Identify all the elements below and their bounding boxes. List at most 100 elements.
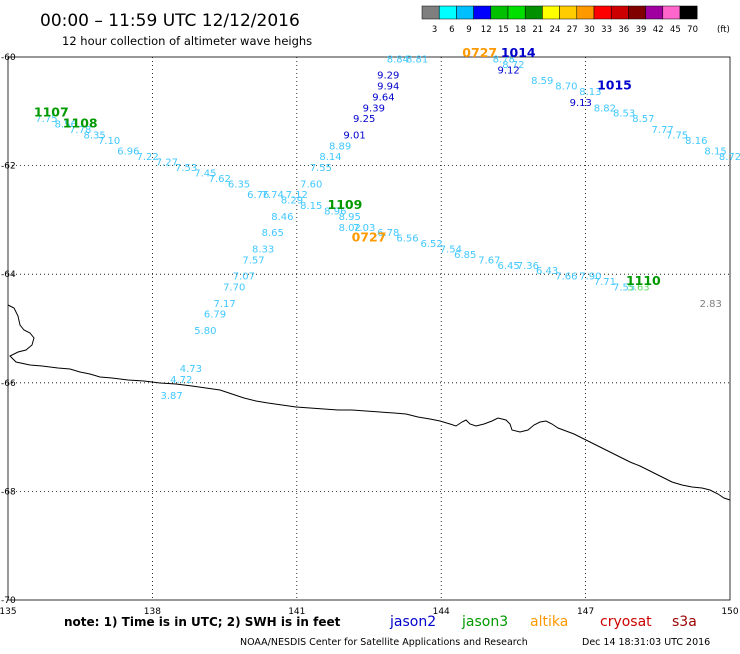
pass-label: 0727 xyxy=(352,230,387,245)
grid xyxy=(8,57,730,600)
swh-observation: 7.90 xyxy=(579,272,601,283)
colorbar-swatch xyxy=(438,5,457,20)
swh-observation: 5.63 xyxy=(627,282,649,293)
colorbar-label: 42 xyxy=(653,25,664,35)
x-tick-label: 147 xyxy=(577,607,594,617)
y-tick-label: -70 xyxy=(1,596,16,606)
swh-observation: 9.39 xyxy=(363,103,385,114)
swh-observation: 8.16 xyxy=(685,136,707,147)
swh-observation: 8.14 xyxy=(319,152,341,163)
swh-observation: 9.01 xyxy=(343,130,365,141)
colorbar-swatch xyxy=(593,5,612,20)
x-axis-ticks: 135 138 141 144 147 150 xyxy=(0,607,739,617)
colorbar-swatch xyxy=(679,5,698,20)
pass-label: 1110 xyxy=(626,273,661,288)
swh-observation: 8.72 xyxy=(719,152,740,163)
chart-subtitle: 12 hour collection of altimeter wave hei… xyxy=(62,34,312,48)
legend-item-cryosat: cryosat xyxy=(600,614,652,630)
pass-label: 1107 xyxy=(34,105,69,120)
swh-observation: 7.77 xyxy=(651,125,673,136)
swh-observation: 7.60 xyxy=(300,179,322,190)
swh-observation: 8.65 xyxy=(262,228,284,239)
footnote: note: 1) Time is in UTC; 2) SWH is in fe… xyxy=(64,615,341,629)
chart-title: 00:00 – 11:59 UTC 12/12/2016 xyxy=(40,11,300,31)
colorbar-label: 70 xyxy=(687,25,698,35)
swh-observation: 7.71 xyxy=(594,277,616,288)
colorbar-label: 36 xyxy=(618,25,629,35)
swh-observation: 7.07 xyxy=(233,272,255,283)
colorbar-label: 33 xyxy=(601,25,612,35)
x-tick-label: 150 xyxy=(721,607,738,617)
swh-observation: 6.79 xyxy=(204,310,226,321)
pass-label: 1014 xyxy=(501,45,536,60)
legend: jason2 jason3 altika cryosat s3a xyxy=(389,614,697,630)
swh-observation: 7.12 xyxy=(286,190,308,201)
swh-observation: 7.10 xyxy=(98,136,120,147)
swh-observation: 6.85 xyxy=(454,250,476,261)
swh-observation: 8.56 xyxy=(55,120,77,131)
swh-observation: 8.15 xyxy=(704,147,726,158)
swh-observation: 8.89 xyxy=(329,141,351,152)
y-tick-label: -64 xyxy=(1,270,16,280)
swh-observation: 8.53 xyxy=(613,109,635,120)
swh-observation: 6.56 xyxy=(396,234,418,245)
swh-observation: 4.72 xyxy=(170,375,192,386)
swh-observation: 6.43 xyxy=(536,266,558,277)
colorbar-label: 39 xyxy=(636,25,647,35)
swh-observation: 7.45 xyxy=(194,168,216,179)
swh-observation: 7.54 xyxy=(440,244,462,255)
swh-observation: 8.33 xyxy=(252,244,274,255)
credit-line: NOAA/NESDIS Center for Satellite Applica… xyxy=(240,637,528,648)
colorbar-swatch xyxy=(542,5,560,20)
colorbar-swatch xyxy=(645,5,664,20)
swh-observation: 8.82 xyxy=(594,103,616,114)
colorbar-label: 9 xyxy=(466,25,471,35)
y-tick-label: -60 xyxy=(1,53,16,63)
colorbar-unit: (ft) xyxy=(717,25,730,35)
colorbar-swatch xyxy=(507,5,526,20)
swh-observation: 9.13 xyxy=(570,98,592,109)
legend-item-s3a: s3a xyxy=(672,614,697,630)
swh-observation: 6.96 xyxy=(117,147,139,158)
data-marks: 7.758.567.788.357.106.967.227.277.537.45… xyxy=(34,45,740,402)
colorbar-label: 30 xyxy=(584,25,595,35)
swh-observation: 6.78 xyxy=(377,228,399,239)
colorbar-label: 15 xyxy=(498,25,509,35)
swh-observation: 8.15 xyxy=(300,201,322,212)
swh-observation: 7.66 xyxy=(555,272,577,283)
colorbar-label: 6 xyxy=(449,25,454,35)
colorbar-label: 24 xyxy=(550,25,561,35)
colorbar-label: 21 xyxy=(532,25,543,35)
colorbar-swatch xyxy=(559,5,578,20)
colorbar-swatch xyxy=(456,5,474,20)
swh-observation: 3.87 xyxy=(161,391,183,402)
swh-observation: 8.84 xyxy=(387,54,409,65)
swh-observation: 4.73 xyxy=(180,364,202,375)
swh-observation: 8.13 xyxy=(579,87,601,98)
swh-observation: 8.78 xyxy=(493,54,515,65)
swh-observation: 8.95 xyxy=(339,212,361,223)
coastline xyxy=(7,304,731,501)
swh-observation: 9.94 xyxy=(377,82,399,93)
swh-observation: 7.67 xyxy=(478,255,500,266)
swh-observation: 7.27 xyxy=(156,158,178,169)
pass-label: 1015 xyxy=(597,78,632,93)
x-tick-label: 135 xyxy=(0,607,17,617)
swh-observation: 9.29 xyxy=(377,71,399,82)
swh-observation: 7.55 xyxy=(310,163,332,174)
y-tick-label: -66 xyxy=(1,379,16,389)
legend-item-jason3: jason3 xyxy=(461,614,508,630)
swh-observation: 8.96 xyxy=(324,206,346,217)
pass-label: 0727 xyxy=(462,45,497,60)
x-tick-label: 138 xyxy=(144,607,161,617)
swh-observation: 6.35 xyxy=(228,179,250,190)
y-tick-label: -62 xyxy=(1,162,16,172)
swh-observation: 6.52 xyxy=(420,239,442,250)
x-tick-label: 141 xyxy=(288,607,305,617)
colorbar-label: 18 xyxy=(515,25,526,35)
colorbar-label: 45 xyxy=(670,25,681,35)
colorbar-swatch xyxy=(628,5,646,20)
swh-observation: 8.29 xyxy=(281,196,303,207)
timestamp: Dec 14 18:31:03 UTC 2016 xyxy=(582,637,710,648)
